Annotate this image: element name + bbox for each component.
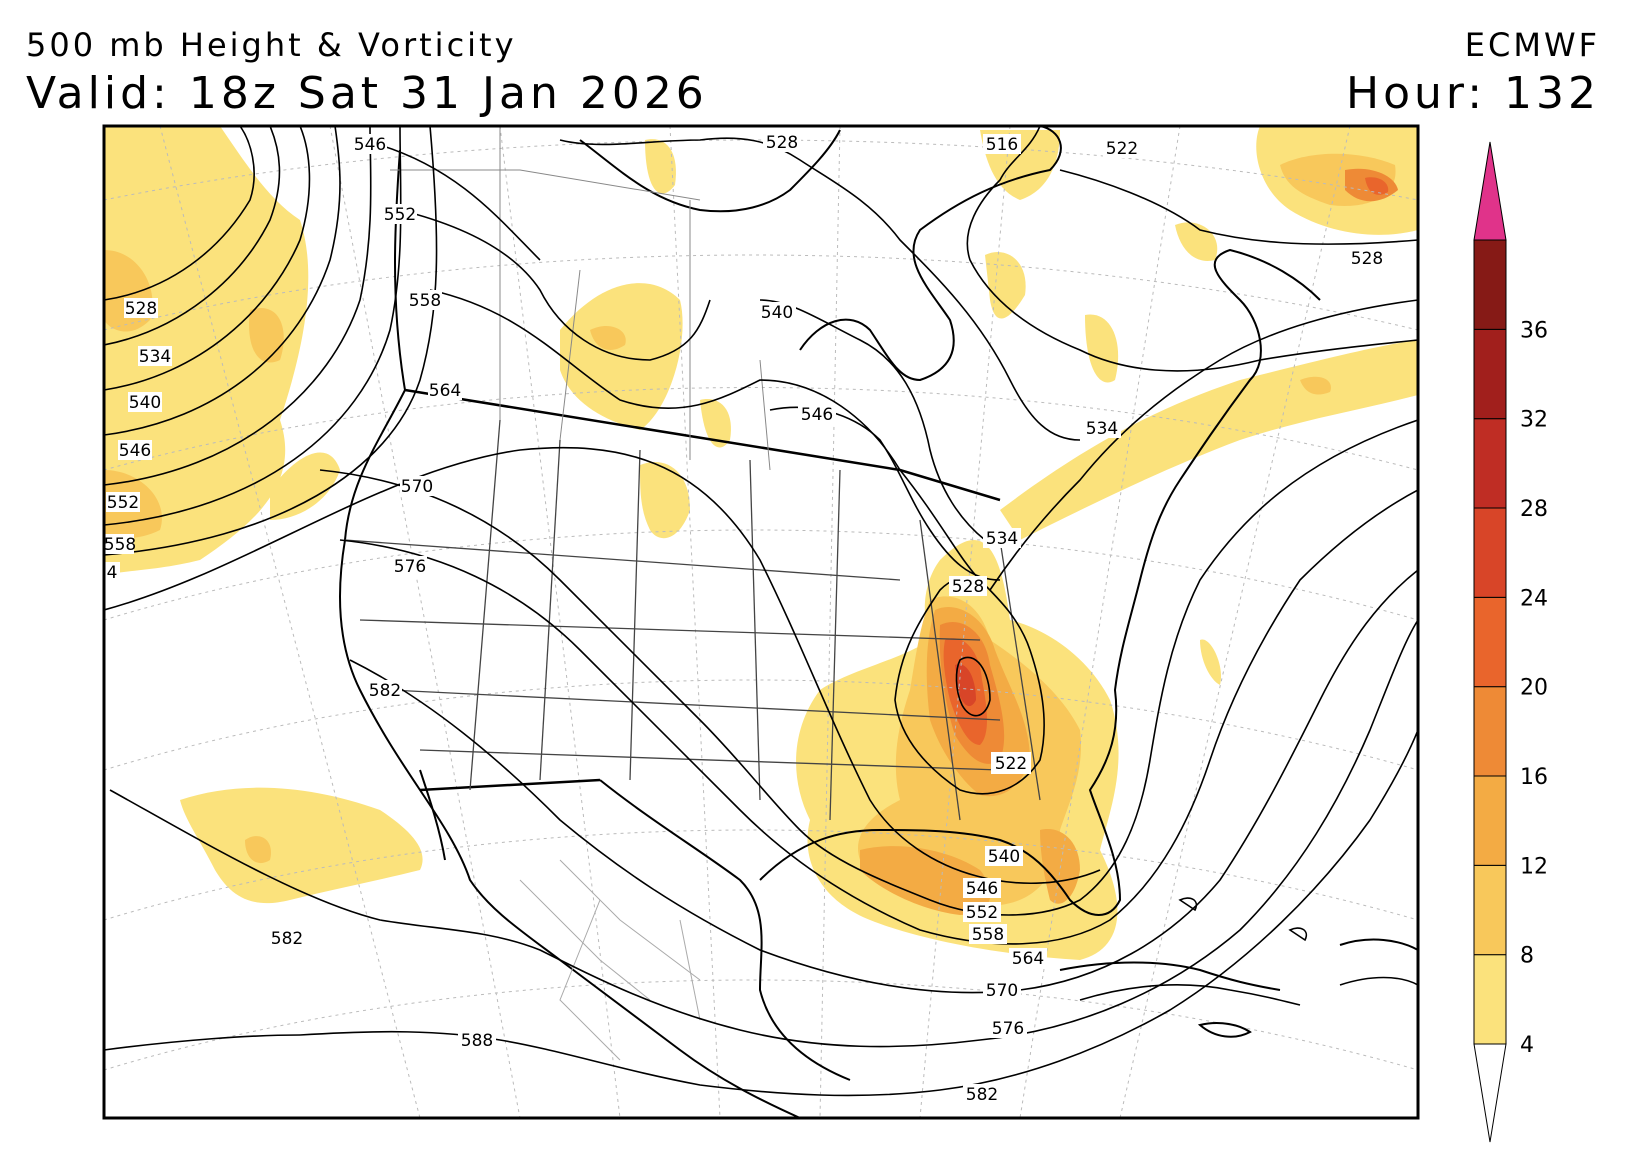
label-540-se: 540: [988, 847, 1020, 867]
label-534-ne: 534: [1086, 419, 1118, 439]
label-540-n: 540: [761, 303, 793, 323]
label-570-se: 570: [986, 981, 1018, 1001]
label-552-se: 552: [966, 903, 998, 923]
label-522-low: 522: [995, 754, 1027, 774]
colorbar-tick-label: 16: [1520, 765, 1548, 790]
label-582-w: 582: [369, 681, 401, 701]
colorbar-swatch: [1473, 239, 1507, 330]
colorbar-tick-label: 24: [1520, 586, 1548, 611]
label-540-w: 540: [129, 393, 161, 413]
us-mexico-border: [419, 778, 601, 792]
label-576-se: 576: [992, 1019, 1024, 1039]
label-546-n: 546: [801, 405, 833, 425]
colorbar-swatch: [1473, 686, 1507, 777]
colorbar-tick-label: 4: [1520, 1033, 1534, 1058]
colorbar-tick-label: 36: [1520, 318, 1548, 343]
forecast-hour: Hour: 132: [1345, 68, 1600, 119]
label-552-w: 552: [107, 493, 139, 513]
label-582-sw: 582: [271, 929, 303, 949]
contour-labels: 546 552 558 564 570 576 582 528 534 540 …: [104, 132, 1386, 1105]
colorbar-tick-label: 20: [1520, 676, 1548, 701]
colorbar-swatch: [1473, 328, 1507, 420]
label-516-ne: 516: [986, 135, 1018, 155]
label-546-nw: 546: [354, 135, 386, 155]
label-570-w: 570: [401, 477, 433, 497]
colorbar-overflow-triangle: [1473, 141, 1507, 241]
label-522-ne: 522: [1106, 139, 1138, 159]
colorbar-swatch: [1473, 864, 1507, 956]
mexico-lines: [519, 859, 701, 1061]
colorbar-tick-label: 32: [1520, 408, 1548, 433]
colorbar-swatch: [1473, 507, 1507, 598]
colorbar-tick-label: 28: [1520, 497, 1548, 522]
label-528-low: 528: [952, 577, 984, 597]
label-edge-4: 4: [107, 563, 118, 583]
label-588-s: 588: [461, 1031, 493, 1051]
label-528-ne: 528: [1351, 249, 1383, 269]
model-name: ECMWF: [1464, 26, 1600, 64]
coastlines: [339, 126, 1418, 1118]
label-558-nw: 558: [409, 291, 441, 311]
colorbar-tick-label: 8: [1520, 944, 1534, 969]
label-576-w: 576: [394, 557, 426, 577]
colorbar-swatch: [1473, 775, 1507, 866]
caribbean-islands: [1079, 897, 1418, 1006]
map-frame: [102, 124, 1420, 1120]
label-558-se: 558: [972, 925, 1004, 945]
label-564-nw: 564: [429, 381, 461, 401]
label-546-se: 546: [966, 879, 998, 899]
label-534-e: 534: [986, 529, 1018, 549]
label-582-se: 582: [966, 1085, 998, 1105]
label-564-se: 564: [1012, 949, 1044, 969]
label-534-w: 534: [139, 347, 171, 367]
colorbar-tick-label: 12: [1520, 854, 1548, 879]
label-546-w: 546: [119, 441, 151, 461]
state-lines: [344, 419, 1041, 821]
valid-time: Valid: 18z Sat 31 Jan 2026: [26, 68, 708, 119]
label-528-w: 528: [125, 299, 157, 319]
label-528-n: 528: [766, 133, 798, 153]
label-558-w: 558: [104, 535, 136, 555]
chart-title: 500 mb Height & Vorticity: [26, 26, 517, 64]
colorbar-swatch: [1473, 418, 1507, 509]
colorbar-swatch: [1473, 596, 1507, 688]
colorbar-underflow-triangle: [1473, 1043, 1507, 1143]
label-552-nw: 552: [384, 205, 416, 225]
colorbar: 4 8 12 16 20 24 28 32 36: [1473, 141, 1548, 1143]
colorbar-swatch: [1473, 954, 1507, 1045]
